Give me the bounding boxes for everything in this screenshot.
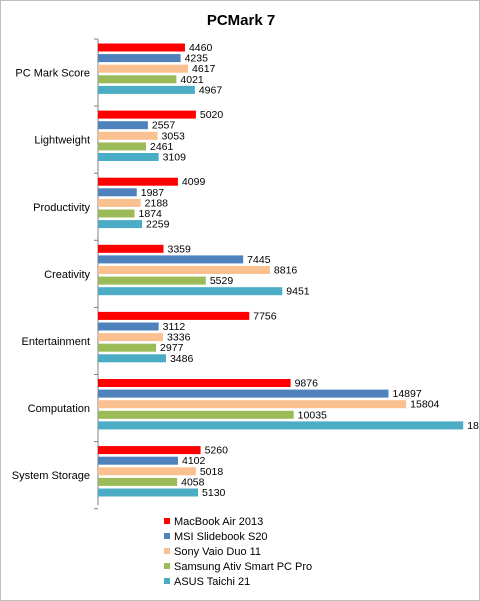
category-label: Computation bbox=[28, 403, 90, 415]
bar bbox=[98, 153, 159, 161]
bar bbox=[98, 110, 196, 119]
legend-label: ASUS Taichi 21 bbox=[174, 576, 250, 588]
data-label: 1987 bbox=[141, 187, 165, 199]
data-label: 10035 bbox=[298, 409, 327, 421]
data-label: 15804 bbox=[410, 399, 439, 411]
data-label: 3336 bbox=[167, 332, 191, 344]
data-label: 4617 bbox=[192, 63, 216, 75]
data-label: 9451 bbox=[286, 286, 310, 298]
data-label: 8816 bbox=[274, 265, 298, 277]
bar bbox=[98, 54, 181, 63]
bar bbox=[98, 389, 389, 398]
category-label: Lightweight bbox=[34, 135, 90, 147]
data-label: 2461 bbox=[150, 141, 174, 153]
bar bbox=[98, 354, 166, 363]
data-label: 4967 bbox=[199, 84, 223, 96]
data-label: 5020 bbox=[200, 109, 224, 121]
bar bbox=[98, 255, 244, 264]
bar bbox=[98, 43, 185, 52]
bar bbox=[98, 75, 177, 84]
bar bbox=[98, 322, 159, 331]
legend-swatch bbox=[164, 533, 170, 539]
data-label: 5130 bbox=[202, 487, 226, 499]
bar bbox=[98, 287, 283, 296]
data-label: 3112 bbox=[163, 321, 186, 333]
bar bbox=[98, 400, 407, 409]
data-label: 4058 bbox=[181, 476, 205, 488]
data-label: 4460 bbox=[189, 42, 213, 54]
bar bbox=[98, 85, 195, 94]
chart-title: PCMark 7 bbox=[207, 12, 275, 29]
bar bbox=[98, 421, 464, 430]
category-label: PC Mark Score bbox=[15, 68, 90, 80]
bar bbox=[98, 446, 201, 455]
legend-swatch bbox=[164, 548, 170, 554]
data-label: 4021 bbox=[180, 74, 204, 86]
bar bbox=[98, 410, 294, 419]
legend-label: Sony Vaio Duo 11 bbox=[174, 546, 261, 558]
legend-label: MacBook Air 2013 bbox=[174, 516, 263, 528]
bar bbox=[98, 220, 143, 229]
bar bbox=[98, 477, 178, 486]
bar bbox=[98, 209, 135, 218]
legend: MacBook Air 2013 MSI Slidebook S20 Sony Va… bbox=[164, 516, 312, 588]
bar bbox=[98, 343, 157, 352]
data-label: 5529 bbox=[210, 275, 234, 287]
bar bbox=[98, 311, 250, 320]
bar bbox=[98, 198, 141, 207]
bar bbox=[98, 276, 206, 285]
bar bbox=[98, 131, 158, 140]
bar bbox=[98, 467, 196, 476]
legend-swatch bbox=[164, 518, 170, 524]
data-label: 2188 bbox=[145, 197, 169, 209]
data-label: 3053 bbox=[162, 130, 186, 142]
data-label: 3486 bbox=[170, 353, 194, 365]
category-label: Productivity bbox=[33, 202, 90, 214]
data-label: 7445 bbox=[247, 254, 271, 266]
data-label: 3359 bbox=[168, 243, 192, 255]
legend-swatch bbox=[164, 563, 170, 569]
data-label: 5260 bbox=[205, 445, 229, 457]
data-label: 2977 bbox=[160, 342, 184, 354]
data-label: 7756 bbox=[253, 310, 277, 322]
bar bbox=[98, 333, 164, 342]
legend-swatch bbox=[164, 578, 170, 584]
data-label: 4102 bbox=[182, 455, 206, 467]
data-label: 4235 bbox=[185, 53, 209, 65]
data-label: 14897 bbox=[392, 388, 421, 400]
data-label: 4099 bbox=[182, 176, 206, 188]
category-labels: PC Mark Score Lightweight Productivity Crea… bbox=[12, 38, 98, 510]
bar bbox=[98, 244, 164, 253]
bar bbox=[98, 177, 178, 186]
legend-label: MSI Slidebook S20 bbox=[174, 531, 268, 543]
bar bbox=[98, 188, 137, 197]
bar bbox=[98, 488, 199, 497]
data-label: 9876 bbox=[295, 378, 319, 390]
bar bbox=[98, 266, 270, 274]
data-label: 2259 bbox=[146, 219, 170, 231]
bar bbox=[98, 379, 291, 387]
data-label: 5018 bbox=[200, 466, 224, 478]
data-label: 3109 bbox=[163, 152, 187, 164]
bar bbox=[98, 142, 146, 151]
bar bbox=[98, 64, 189, 73]
category-label: Creativity bbox=[44, 269, 90, 281]
bar bbox=[98, 121, 148, 130]
category-label: Entertainment bbox=[22, 336, 90, 348]
bar bbox=[98, 456, 178, 465]
category-label: System Storage bbox=[12, 470, 90, 482]
data-label: 2557 bbox=[152, 120, 176, 132]
bars bbox=[98, 43, 464, 497]
data-label: 1874 bbox=[139, 208, 163, 220]
legend-label: Samsung Ativ Smart PC Pro bbox=[174, 561, 312, 573]
data-label: 18728 bbox=[467, 420, 479, 432]
